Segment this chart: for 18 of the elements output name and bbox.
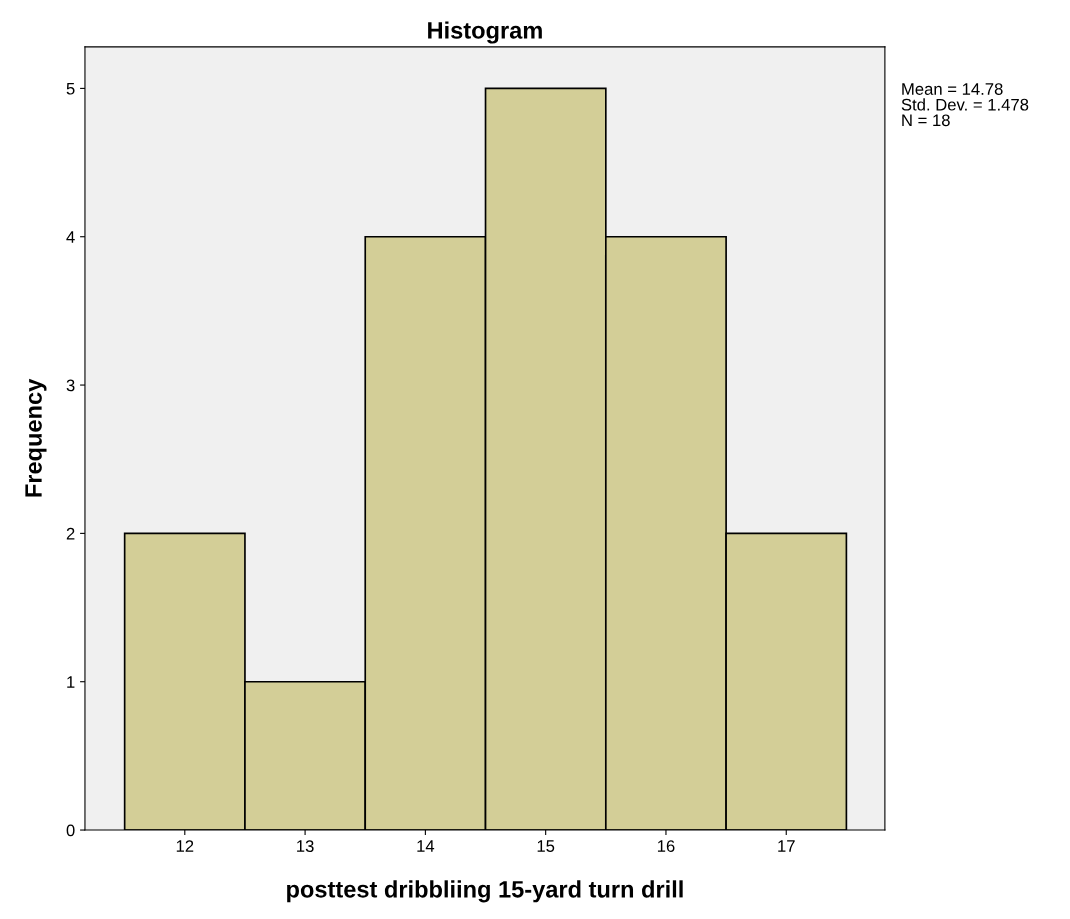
- y-tick-label: 1: [67, 676, 75, 688]
- text: N = 18: [902, 114, 950, 127]
- y-tick-label: 5: [66, 82, 75, 95]
- y-tick-label: 3: [66, 379, 75, 392]
- y-tick-label: 0: [66, 824, 75, 837]
- x-tick-label: 14: [417, 840, 435, 852]
- x-tick-label: 17: [778, 840, 795, 852]
- x-axis-title: posttest dribbliing 15-yard turn drill: [287, 880, 683, 903]
- chart-title: Histogram: [428, 21, 542, 44]
- x-tick-label: 13: [297, 840, 314, 853]
- text: Mean = 14.78: [902, 83, 1003, 95]
- x-tick-label: 15: [537, 840, 555, 853]
- x-tick-label: 16: [657, 840, 675, 853]
- x-tick-label: 12: [176, 840, 194, 852]
- y-axis-title: Frequency: [25, 378, 47, 497]
- y-tick-label: 4: [66, 231, 75, 243]
- y-tick-label: 2: [66, 527, 75, 540]
- text: Std. Dev. = 1.478: [901, 98, 1029, 111]
